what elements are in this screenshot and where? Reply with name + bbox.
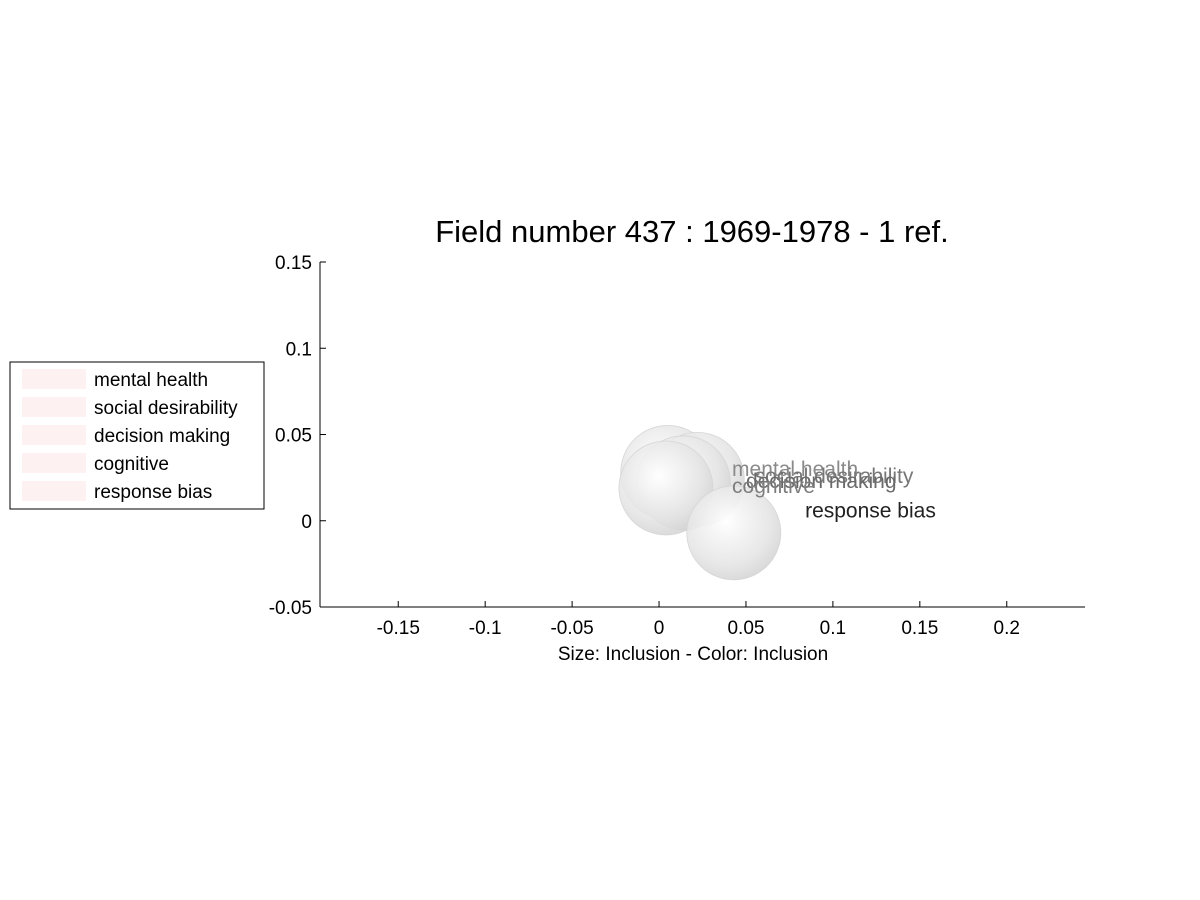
point-label: social desirability	[755, 465, 914, 488]
legend: mental health social desirability decision…	[9, 361, 265, 510]
y-tick-label: 0.05	[275, 426, 312, 447]
x-axis-label: Size: Inclusion - Color: Inclusion	[558, 644, 828, 665]
legend-entry: mental health	[94, 370, 208, 391]
bubble	[618, 440, 714, 536]
bubbles	[618, 425, 782, 581]
y-tick-label: 0.15	[275, 253, 312, 274]
point-label: decision making	[746, 470, 897, 493]
x-ticks: -0.15 -0.1 -0.05 0 0.05 0.1 0.15 0.2	[377, 601, 1020, 639]
y-tick-label: 0	[301, 512, 312, 533]
legend-entry: response bias	[94, 482, 212, 503]
point-label: mental health	[732, 458, 858, 481]
legend-swatch	[22, 425, 86, 445]
x-tick-label: 0.15	[901, 618, 938, 639]
x-tick-label: 0.1	[820, 618, 846, 639]
bubble	[686, 485, 782, 581]
legend-swatch	[22, 453, 86, 473]
chart-title: Field number 437 : 1969-1978 - 1 ref.	[435, 214, 949, 249]
y-tick-label: -0.05	[269, 598, 312, 619]
legend-entry: social desirability	[94, 398, 238, 419]
x-tick-label: 0	[654, 618, 665, 639]
x-tick-label: -0.1	[469, 618, 502, 639]
legend-swatch	[22, 369, 86, 389]
y-ticks: -0.05 0 0.05 0.1 0.15	[269, 253, 326, 619]
legend-entry: cognitive	[94, 454, 169, 475]
legend-swatch	[22, 397, 86, 417]
axes: -0.15 -0.1 -0.05 0 0.05 0.1 0.15 0.2 -0.05 0 0.05…	[269, 253, 1085, 639]
x-tick-label: -0.15	[377, 618, 420, 639]
legend-swatch	[22, 481, 86, 501]
point-label: response bias	[805, 499, 936, 522]
point-label: cognitive	[732, 475, 815, 498]
y-tick-label: 0.1	[286, 339, 312, 360]
x-tick-label: -0.05	[550, 618, 593, 639]
legend-items: mental health social desirability decision…	[22, 369, 238, 503]
legend-entry: decision making	[94, 426, 230, 447]
x-tick-label: 0.05	[727, 618, 764, 639]
x-tick-label: 0.2	[994, 618, 1020, 639]
